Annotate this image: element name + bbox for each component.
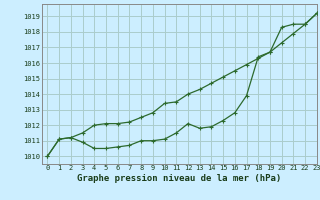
- X-axis label: Graphe pression niveau de la mer (hPa): Graphe pression niveau de la mer (hPa): [77, 174, 281, 183]
